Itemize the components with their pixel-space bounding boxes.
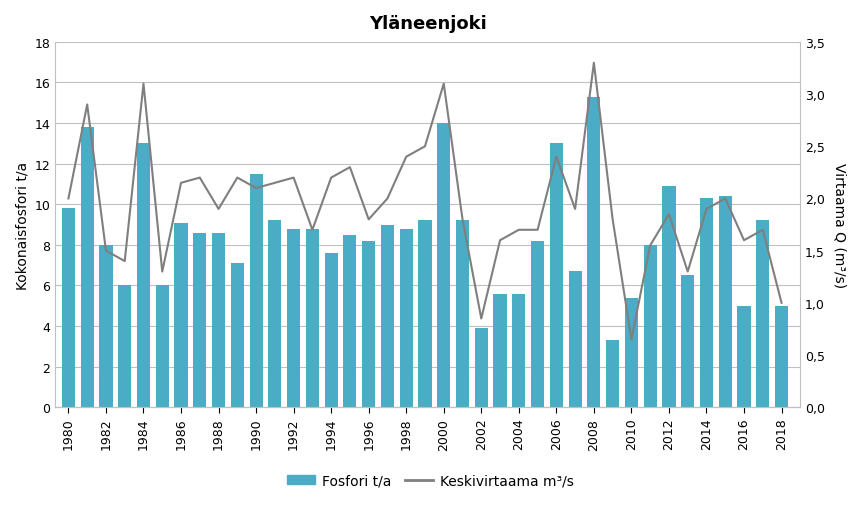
Bar [250,174,263,408]
Bar [381,225,394,408]
Bar [512,294,525,408]
Bar [62,209,75,408]
Bar [700,199,713,408]
Bar [625,298,638,408]
Bar [231,264,244,408]
Y-axis label: Kokonaisfosfori t/a: Kokonaisfosfori t/a [15,161,29,289]
Bar [719,197,732,408]
Bar [344,235,356,408]
Bar [756,221,770,408]
Bar [606,340,619,408]
Bar [775,306,788,408]
Bar [81,128,94,408]
Bar [118,286,131,408]
Bar [193,233,207,408]
Bar [175,223,188,408]
Bar [531,241,544,408]
Bar [137,144,150,408]
Bar [587,97,600,408]
Bar [737,306,751,408]
Bar [99,245,113,408]
Bar [306,229,319,408]
Legend: Fosfori t/a, Keskivirtaama m³/s: Fosfori t/a, Keskivirtaama m³/s [282,468,579,493]
Bar [325,254,338,408]
Bar [474,328,488,408]
Bar [550,144,563,408]
Bar [662,187,676,408]
Bar [269,221,282,408]
Bar [456,221,469,408]
Bar [287,229,300,408]
Bar [437,124,450,408]
Bar [493,294,506,408]
Bar [400,229,412,408]
Bar [568,272,582,408]
Bar [156,286,169,408]
Title: Yläneenjoki: Yläneenjoki [369,15,486,33]
Bar [362,241,375,408]
Y-axis label: Virtaama Q (m³/s): Virtaama Q (m³/s) [832,163,846,287]
Bar [644,245,657,408]
Bar [681,276,694,408]
Bar [418,221,431,408]
Bar [212,233,225,408]
